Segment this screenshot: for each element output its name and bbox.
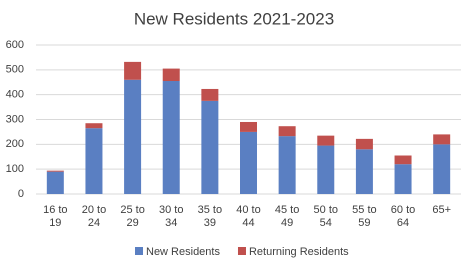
bar-segment xyxy=(355,138,373,150)
x-tick-label: 45 to 49 xyxy=(274,204,300,229)
bar-segment xyxy=(278,126,296,137)
bar-segment xyxy=(394,155,412,165)
x-tick-label: 55 to 59 xyxy=(352,204,377,229)
y-tick-label: 400 xyxy=(6,89,24,101)
x-tick-label: 20 to 24 xyxy=(81,204,107,229)
x-tick-label: 30 to 34 xyxy=(158,204,184,229)
legend-swatch xyxy=(237,247,246,255)
bar-segment xyxy=(46,170,64,172)
bar-segment xyxy=(433,134,451,145)
legend-label: New Residents xyxy=(146,246,220,258)
x-tick-label: 35 to 39 xyxy=(197,204,223,229)
x-tick-label: 25 to 29 xyxy=(120,204,145,229)
bar-segment xyxy=(278,136,296,194)
bar-segment xyxy=(317,135,335,146)
x-tick-label: 40 to 44 xyxy=(236,204,261,229)
bar-segment xyxy=(46,171,64,194)
y-tick-label: 100 xyxy=(6,163,24,175)
bar-segment xyxy=(162,68,180,82)
bar-segment xyxy=(317,145,335,194)
bar-segment xyxy=(201,100,219,194)
chart-title: New Residents 2021-2023 xyxy=(134,9,334,28)
x-tick-label: 65+ xyxy=(432,204,451,216)
legend-swatch xyxy=(135,247,143,255)
bar-segment xyxy=(162,81,180,194)
bar-segment xyxy=(240,131,257,194)
x-tick-label: 16 to 19 xyxy=(43,204,68,229)
bar-segment xyxy=(124,79,142,194)
bar-segment xyxy=(85,128,103,194)
legend-label: Returning Residents xyxy=(249,246,349,258)
bar-segment xyxy=(433,144,451,194)
x-tick-label: 50 to 54 xyxy=(313,204,338,229)
bar-segment xyxy=(124,61,142,80)
y-tick-label: 0 xyxy=(18,188,24,200)
y-tick-label: 200 xyxy=(6,138,24,150)
y-tick-label: 300 xyxy=(6,113,24,125)
bar-segment xyxy=(355,149,373,194)
bar-segment xyxy=(201,88,219,101)
y-tick-label: 600 xyxy=(6,39,24,51)
bar-segment xyxy=(394,164,412,194)
bar-segment xyxy=(240,121,257,132)
bar-segment xyxy=(85,123,103,129)
y-tick-label: 500 xyxy=(6,64,24,76)
x-tick-label: 60 to 64 xyxy=(390,204,416,229)
